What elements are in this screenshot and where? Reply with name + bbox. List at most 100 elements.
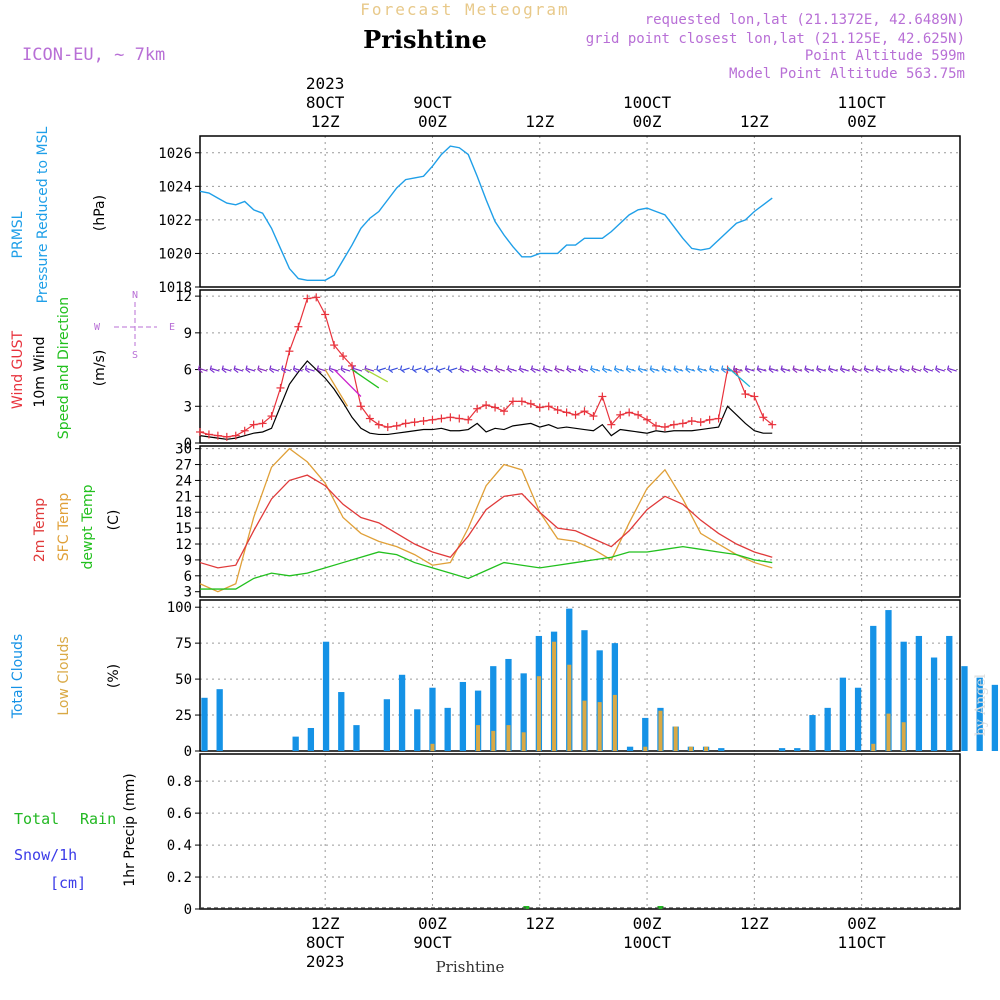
total-cloud-bar xyxy=(930,657,938,751)
wind-direction-arrow xyxy=(306,367,315,372)
info-requested: requested lon,lat (21.1372E, 42.6489N) xyxy=(645,12,965,28)
wind-direction-arrow xyxy=(270,367,280,372)
y-tick-label: 24 xyxy=(175,473,192,489)
wind-arrow-head xyxy=(875,365,881,374)
wind-arrow-head xyxy=(376,365,382,374)
wind-arrow-head xyxy=(804,365,810,374)
wind-direction-arrow xyxy=(223,367,232,372)
label-rain: Rain xyxy=(80,810,116,828)
wind-arrow-head xyxy=(673,365,679,374)
low-cloud-bar xyxy=(567,664,572,751)
wind-arrow-head xyxy=(732,365,738,374)
wind-direction-arrow xyxy=(734,367,743,372)
low-cloud-bar xyxy=(612,694,617,751)
wind-arrow-head xyxy=(816,365,822,374)
compass-south: S xyxy=(132,350,138,361)
y-tick-label: 12 xyxy=(175,289,192,305)
top-axis-label: 11OCT xyxy=(838,93,887,112)
total-cloud-bar xyxy=(885,610,892,751)
total-cloud-bar xyxy=(778,748,786,751)
low-cloud-bar xyxy=(658,710,663,751)
total-cloud-bar xyxy=(626,746,634,751)
label-hpa: (hPa) xyxy=(92,195,108,231)
low-cloud-bar xyxy=(476,725,481,751)
low-cloud-bar xyxy=(673,726,678,751)
wind-direction-arrow xyxy=(556,367,565,372)
top-axis-label: 00Z xyxy=(633,112,662,131)
wind-direction-arrow xyxy=(805,367,815,372)
wind-direction-arrow xyxy=(234,367,244,372)
wind-direction-arrow xyxy=(817,367,827,372)
low-cloud-bar xyxy=(536,676,541,751)
wind-direction-arrow xyxy=(520,367,529,372)
total-cloud-bar xyxy=(459,681,467,751)
wind-direction-arrow xyxy=(865,367,874,372)
low-cloud-bar xyxy=(886,713,891,751)
wind-direction-arrow xyxy=(770,367,779,372)
total-cloud-bar xyxy=(900,641,907,751)
wind-arrow-head xyxy=(197,365,203,374)
wind-arrow-head xyxy=(614,365,620,374)
wind-direction-arrow xyxy=(948,367,957,372)
label-percent: (%) xyxy=(106,664,122,688)
rain-bar xyxy=(657,906,664,909)
wind-arrow-head xyxy=(471,365,477,374)
total-cloud-bar xyxy=(216,689,223,751)
wind-direction-arrow xyxy=(567,367,577,372)
top-axis-label: 12Z xyxy=(740,112,769,131)
wind-arrow-head xyxy=(304,365,310,374)
top-axis-label: 00Z xyxy=(847,112,876,131)
wind-arrow-head xyxy=(257,365,263,374)
model-label: ICON-EU, ~ 7km xyxy=(22,45,165,65)
bottom-axis-label: 2023 xyxy=(306,952,345,971)
station-title: Prishtine xyxy=(363,25,487,54)
top-axis-label: 8OCT xyxy=(306,93,345,112)
label-dewpt-temp: dewpt Temp xyxy=(80,484,96,569)
wind-direction-arrow xyxy=(888,367,898,372)
wind-arrow-head xyxy=(340,365,346,374)
y-tick-label: 50 xyxy=(175,672,192,688)
wind-direction-arrow xyxy=(900,367,910,372)
wind-arrow-head xyxy=(221,365,227,374)
y-tick-label: 21 xyxy=(175,489,192,505)
watermark: by Angel xyxy=(973,673,989,736)
wind-direction-arrow xyxy=(425,367,434,372)
compass-east: E xyxy=(169,322,175,333)
wind-direction-arrow xyxy=(651,367,660,372)
wind-arrow-head xyxy=(542,365,548,374)
temp-2m-line xyxy=(199,474,773,569)
wind-direction-arrow xyxy=(746,367,755,372)
bottom-axis-label: 00Z xyxy=(418,914,447,933)
bottom-axis-label: 10OCT xyxy=(623,933,672,952)
wind-direction-arrow xyxy=(365,367,375,372)
panel-frame xyxy=(199,135,961,288)
label-prmsl: PRMSL xyxy=(10,211,26,258)
wind-arrow-head xyxy=(661,365,667,374)
wind-direction-arrow xyxy=(758,367,767,372)
total-cloud-bar xyxy=(961,666,968,751)
total-cloud-bar xyxy=(976,677,983,751)
wind-arrow-head xyxy=(744,365,750,374)
strong-wind-arrow xyxy=(351,369,380,389)
wind-direction-arrow xyxy=(449,367,458,372)
total-cloud-bar xyxy=(520,673,527,751)
wind-arrow-head xyxy=(245,365,251,374)
total-cloud-bar xyxy=(383,699,391,751)
wind-arrow-head xyxy=(328,365,334,374)
bottom-axis-label: 11OCT xyxy=(838,933,887,952)
wind-direction-arrow xyxy=(579,367,589,372)
info-grid-point: grid point closest lon,lat (21.125E, 42.… xyxy=(586,31,965,47)
wind-direction-arrow xyxy=(437,367,446,372)
y-tick-label: 9 xyxy=(184,326,192,342)
wind-direction-arrow xyxy=(389,367,398,372)
label-precip-mm: 1hr Precip (mm) xyxy=(122,773,138,886)
y-tick-label: 1026 xyxy=(158,146,192,162)
wind-arrow-head xyxy=(625,365,631,374)
wind-arrow-head xyxy=(423,365,429,374)
dewpt-line xyxy=(200,546,773,590)
wind-arrow-head xyxy=(768,365,774,374)
wind-direction-arrow xyxy=(877,367,886,372)
wind-arrow-head xyxy=(435,365,441,374)
y-tick-label: 30 xyxy=(175,442,192,458)
